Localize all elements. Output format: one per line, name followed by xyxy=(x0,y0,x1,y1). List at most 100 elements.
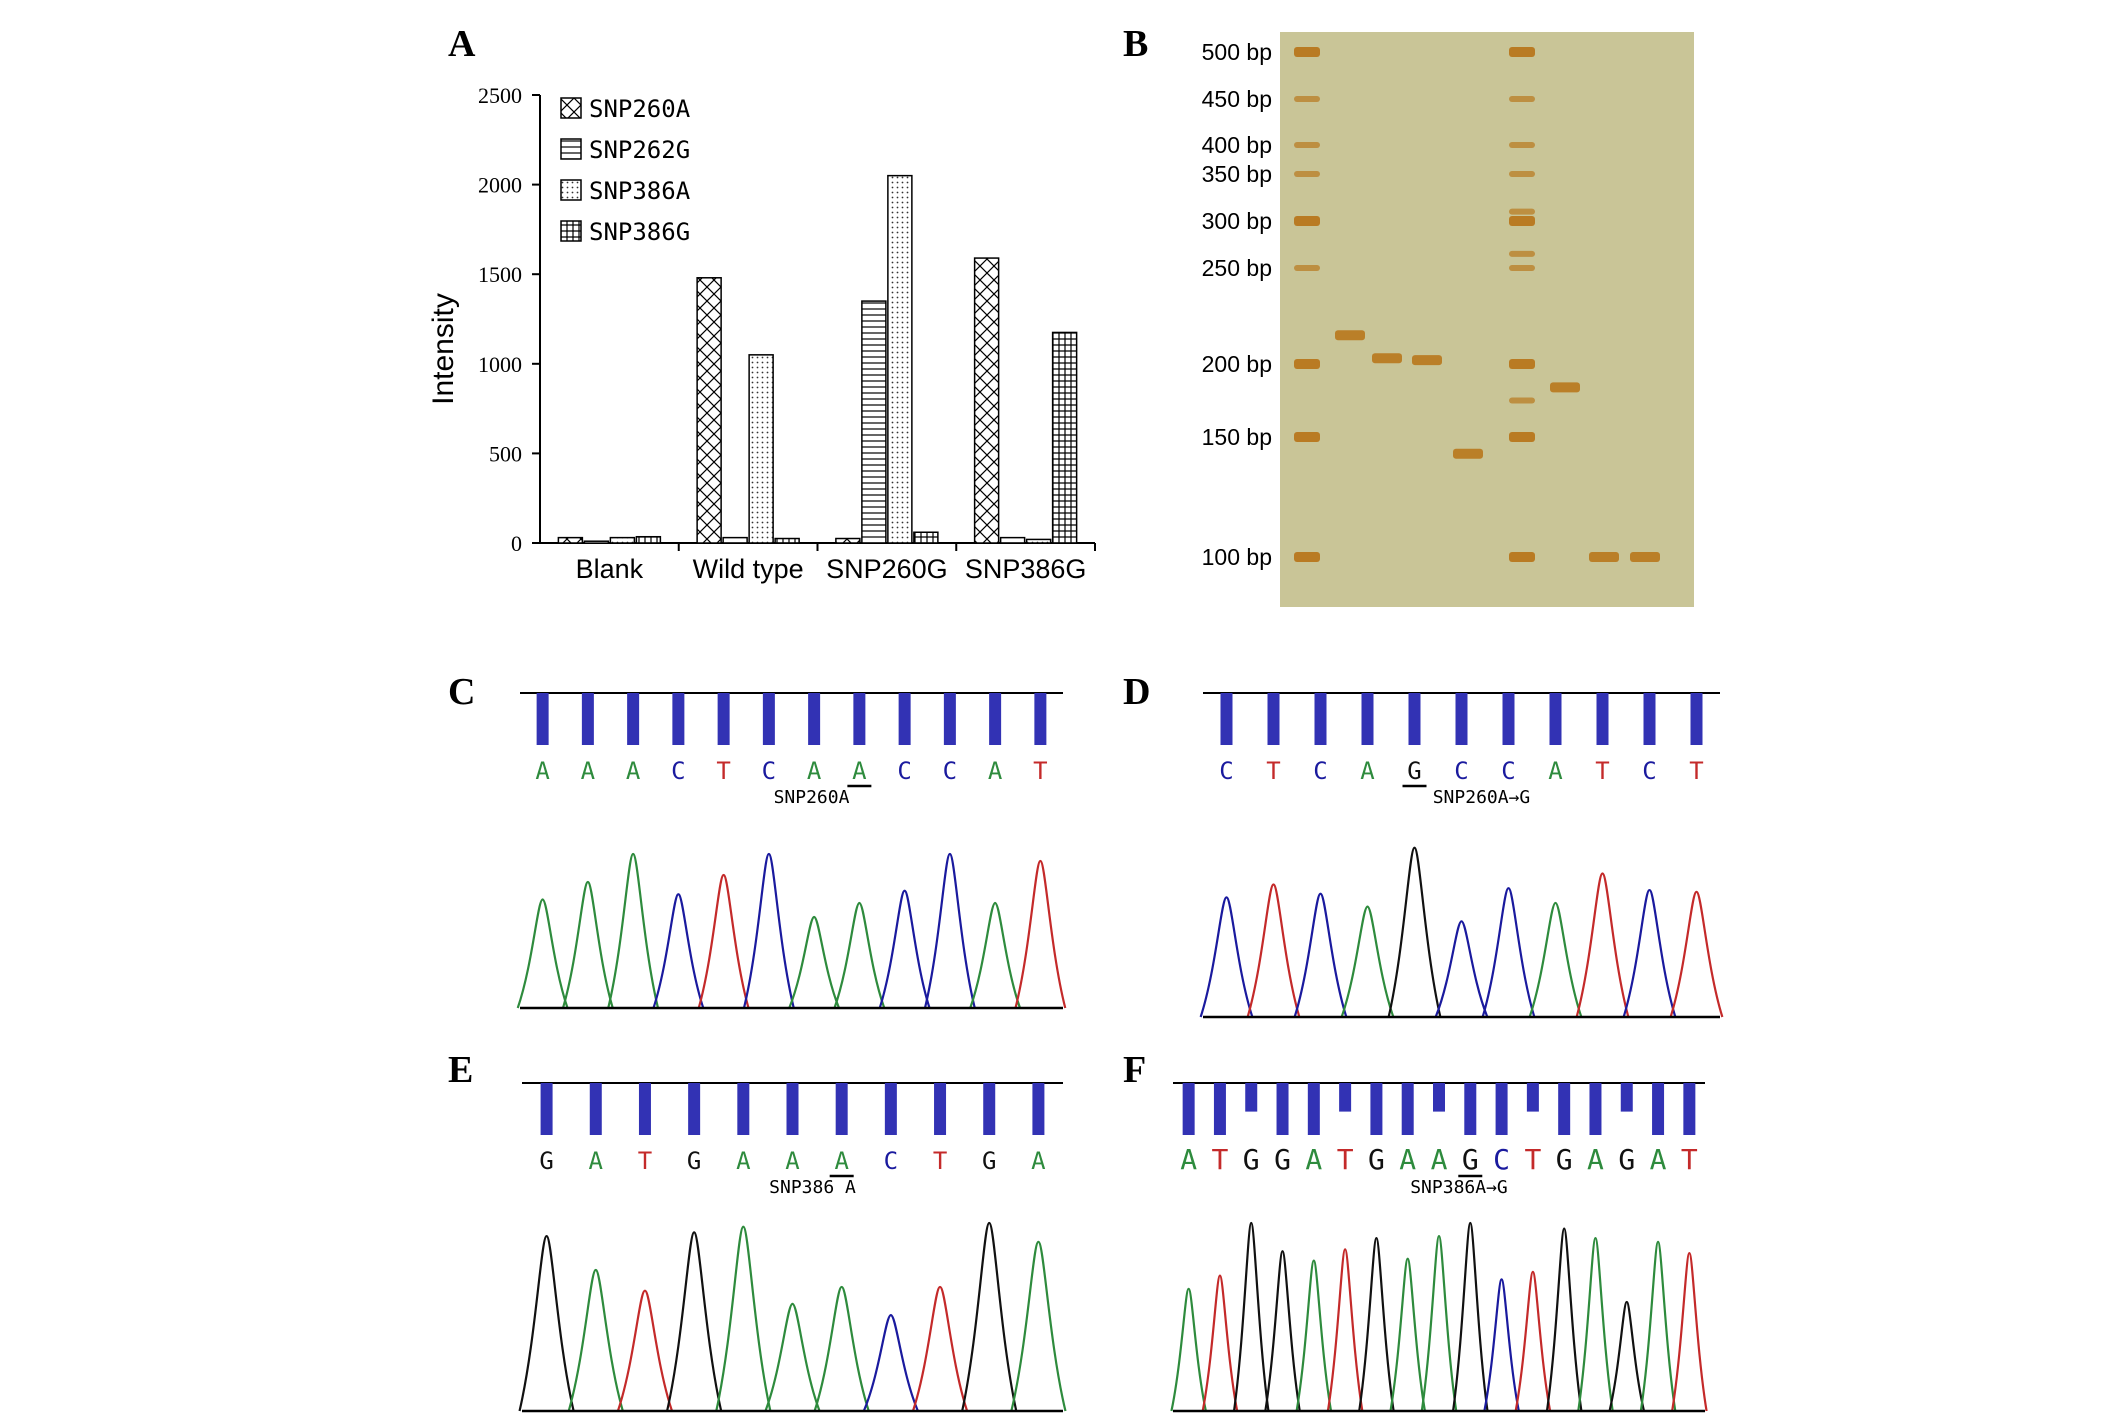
trace-peak xyxy=(652,893,705,1009)
panel-label-a: A xyxy=(448,23,476,65)
quality-bar xyxy=(1495,1083,1508,1135)
base-call: C xyxy=(1219,757,1233,785)
base-call: C xyxy=(1501,757,1515,785)
y-tick-label: 0 xyxy=(511,531,522,556)
base-call: C xyxy=(943,757,957,785)
quality-bar xyxy=(1596,693,1609,745)
quality-bar xyxy=(1370,1083,1383,1135)
quality-bar xyxy=(1526,1083,1539,1112)
quality-bar xyxy=(835,1083,848,1135)
base-call: A xyxy=(1548,757,1563,785)
trace-peak xyxy=(1358,1236,1395,1412)
trace-peak xyxy=(1201,1274,1239,1412)
base-call: T xyxy=(1337,1143,1354,1176)
bar-snp386a xyxy=(1025,538,1052,544)
quality-bar xyxy=(1182,1083,1195,1135)
ladder-band xyxy=(1294,432,1320,442)
trace-peak xyxy=(1232,1221,1270,1412)
ladder-band xyxy=(1509,216,1535,226)
trace-peak xyxy=(518,1235,575,1412)
base-call: A xyxy=(626,757,641,785)
base-call: T xyxy=(1595,757,1609,785)
base-call: A xyxy=(807,757,822,785)
quality-bar xyxy=(1276,1083,1289,1135)
base-call: C xyxy=(884,1147,898,1175)
ladder-band xyxy=(1294,359,1320,369)
legend-swatch-snp386a xyxy=(560,179,582,201)
trace-peak xyxy=(1514,1270,1552,1412)
snp-label: SNP260A→G xyxy=(1433,787,1531,808)
ladder-label: 450 bp xyxy=(1202,86,1272,112)
legend-swatch-snp262g xyxy=(560,138,582,160)
trace-peak xyxy=(1669,890,1724,1018)
ladder-band xyxy=(1509,265,1535,271)
quality-bar xyxy=(1690,693,1703,745)
snp-label: SNP386A→G xyxy=(1410,1177,1508,1198)
panel-label-c: C xyxy=(448,671,476,713)
sample-band xyxy=(1372,353,1402,364)
base-call: C xyxy=(762,757,776,785)
base-call: G xyxy=(1407,757,1421,785)
ladder-band xyxy=(1509,359,1535,369)
bar-snp386g xyxy=(1051,331,1078,544)
quality-bar xyxy=(853,693,866,745)
trace-peak xyxy=(1622,888,1677,1018)
quality-bar xyxy=(672,693,685,745)
base-call: A xyxy=(1650,1143,1667,1176)
ladder-band xyxy=(1509,397,1535,404)
quality-bar xyxy=(989,693,1002,745)
quality-bar xyxy=(1034,693,1047,745)
base-call: G xyxy=(1462,1143,1479,1176)
sample-band xyxy=(1412,355,1442,366)
legend-label-snp262g: SNP262G xyxy=(589,136,690,164)
base-call: G xyxy=(1274,1143,1291,1176)
trace-peak xyxy=(1199,896,1254,1018)
ladder-label: 200 bp xyxy=(1202,351,1272,377)
base-call: G xyxy=(1368,1143,1385,1176)
bar-snp262g xyxy=(722,536,748,544)
base-call: A xyxy=(1399,1143,1416,1176)
base-call: A xyxy=(736,1147,751,1175)
base-call: C xyxy=(1493,1143,1510,1176)
trace-peak xyxy=(1014,859,1067,1009)
base-call: A xyxy=(589,1147,604,1175)
trace-peak xyxy=(516,898,569,1009)
legend-label-snp260a: SNP260A xyxy=(589,95,691,123)
base-call: A xyxy=(852,757,867,785)
bar-snp260a xyxy=(973,257,1000,544)
base-call: C xyxy=(897,757,911,785)
quality-bar xyxy=(1652,1083,1665,1135)
base-call: A xyxy=(1360,757,1375,785)
sample-band xyxy=(1550,382,1580,393)
panel-label-e: E xyxy=(448,1049,474,1091)
trace-peak xyxy=(813,1285,870,1412)
ladder-band xyxy=(1294,96,1320,102)
quality-bar xyxy=(581,693,594,745)
quality-bar xyxy=(638,1083,651,1135)
quality-bar xyxy=(1408,693,1421,745)
quality-bar xyxy=(983,1083,996,1135)
y-tick-label: 2500 xyxy=(478,83,522,108)
base-call: A xyxy=(988,757,1003,785)
trace-peak xyxy=(1575,872,1630,1018)
panel-label-f: F xyxy=(1123,1049,1147,1091)
legend-swatch-snp260a xyxy=(560,97,582,119)
base-call: C xyxy=(671,757,685,785)
y-axis-label: Intensity xyxy=(427,293,460,405)
quality-bar xyxy=(1314,693,1327,745)
quality-bar xyxy=(1245,1083,1258,1112)
quality-bar xyxy=(1339,1083,1352,1112)
trace-peak xyxy=(1451,1221,1489,1412)
x-tick-label: SNP260G xyxy=(826,554,948,584)
quality-bar xyxy=(717,693,730,745)
base-call: A xyxy=(834,1147,849,1175)
ladder-label: 100 bp xyxy=(1202,544,1272,570)
trace-peak xyxy=(666,1231,723,1412)
sample-band xyxy=(1589,552,1619,562)
ladder-band xyxy=(1294,47,1320,57)
quality-bar xyxy=(1032,1083,1045,1135)
bar-snp386g xyxy=(774,537,800,544)
ladder-band xyxy=(1294,142,1320,148)
base-call: C xyxy=(1454,757,1468,785)
legend-label-snp386a: SNP386A xyxy=(589,177,691,205)
